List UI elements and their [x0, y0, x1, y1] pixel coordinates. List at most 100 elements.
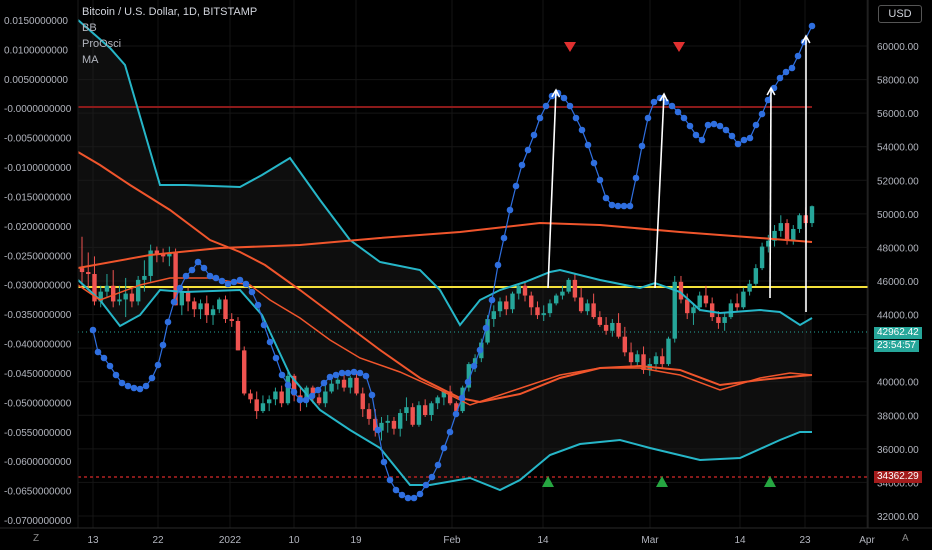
- legend-proosci[interactable]: ProOsci: [82, 38, 122, 50]
- x-axis: 13 22 2022 10 19 Feb 14 Mar 14 23 Apr: [0, 527, 932, 546]
- x-axis-tick: 2022: [219, 535, 242, 546]
- candle-body: [491, 311, 496, 320]
- candle-body: [672, 281, 677, 339]
- candle-body: [167, 252, 172, 257]
- oscillator-point: [692, 131, 700, 139]
- candle-body: [566, 279, 571, 292]
- oscillator-point: [206, 272, 214, 280]
- oscillator-point: [332, 371, 340, 379]
- oscillator-point: [794, 52, 802, 60]
- candle-body: [516, 285, 521, 294]
- candle-body: [772, 230, 777, 241]
- legend-bb[interactable]: BB: [82, 22, 97, 34]
- candle-body: [809, 206, 815, 224]
- oscillator-point: [530, 131, 538, 139]
- oscillator-point: [506, 206, 514, 214]
- oscillator-point: [416, 490, 424, 498]
- left-axis-tick: 0.0100000000: [4, 45, 68, 56]
- ma-fast-line: [77, 151, 813, 404]
- candle-body: [497, 301, 503, 312]
- oscillator-point: [596, 176, 604, 184]
- right-axis-tick: 32000.00: [877, 512, 919, 523]
- oscillator-point: [164, 318, 172, 326]
- oscillator-point: [620, 202, 628, 210]
- oscillator-point: [698, 136, 706, 144]
- candle-body: [179, 291, 185, 306]
- oscillator-point: [704, 121, 712, 129]
- candle-body: [660, 356, 665, 365]
- right-axis-tick: 50000.00: [877, 210, 919, 221]
- candle-body: [341, 379, 347, 388]
- oscillator-point: [512, 182, 520, 190]
- oscillator-point: [106, 362, 114, 370]
- oscillator-point: [200, 264, 208, 272]
- candle-body: [416, 405, 422, 425]
- oscillator-point: [464, 378, 472, 386]
- oscillator-point: [338, 369, 346, 377]
- candle-body: [398, 413, 403, 429]
- oscillator-point: [212, 274, 220, 282]
- candle-body: [391, 420, 397, 429]
- oscillator-point: [224, 280, 232, 288]
- oscillator-point: [782, 68, 790, 76]
- candle-body: [229, 319, 234, 322]
- oscillator-point: [584, 141, 592, 149]
- candle-body: [759, 246, 765, 269]
- candle-body: [591, 303, 596, 318]
- candle-body: [603, 324, 609, 331]
- candle-body: [285, 375, 291, 404]
- bollinger-lower-line: [77, 279, 812, 492]
- x-axis-tick: Apr: [859, 535, 875, 546]
- last-price-badge: 42962.42: [874, 327, 922, 339]
- right-axis-tick: 56000.00: [877, 109, 919, 120]
- candle-body: [135, 279, 141, 302]
- candle-body: [79, 268, 85, 273]
- oscillator-point: [124, 382, 132, 390]
- oscillator-series: [89, 22, 816, 502]
- left-axis-tick: 0.0050000000: [4, 75, 68, 86]
- left-axis-tick: -0.0100000000: [4, 163, 72, 174]
- oscillator-point: [590, 159, 598, 167]
- candle-body: [354, 377, 359, 394]
- oscillator-point: [194, 258, 202, 266]
- buy-signal-triangle: [542, 476, 554, 487]
- oscillator-point: [722, 126, 730, 134]
- currency-button[interactable]: USD: [878, 5, 922, 23]
- oscillator-point: [272, 354, 280, 362]
- white-arrow-head: [801, 34, 811, 44]
- x-axis-tick: Mar: [641, 535, 659, 546]
- candle-body: [98, 291, 103, 302]
- oscillator-point: [518, 161, 526, 169]
- oscillator-point: [632, 174, 640, 182]
- oscillator-point: [788, 64, 796, 72]
- candle-body: [747, 283, 752, 292]
- oscillator-point: [230, 278, 238, 286]
- oscillator-point: [614, 202, 622, 210]
- right-axis-tick: 60000.00: [877, 42, 919, 53]
- oscillator-point: [728, 132, 736, 140]
- buy-signal-triangle: [656, 476, 668, 487]
- auto-scale-button[interactable]: A: [902, 533, 909, 544]
- zoom-left-button[interactable]: Z: [33, 533, 40, 544]
- oscillator-point: [356, 369, 364, 377]
- candle-body: [722, 317, 727, 323]
- candle-body: [92, 274, 97, 302]
- oscillator-point: [578, 126, 586, 134]
- candle-body: [753, 268, 759, 284]
- candle-body: [784, 223, 790, 241]
- oscillator-point: [170, 298, 178, 306]
- candle-body: [198, 303, 203, 310]
- candle-body: [373, 418, 378, 431]
- oscillator-point: [218, 277, 226, 285]
- oscillator-point: [386, 476, 394, 484]
- oscillator-point: [100, 354, 108, 362]
- oscillator-point: [764, 96, 772, 104]
- left-axis-tick: -0.0050000000: [4, 134, 72, 145]
- oscillator-point: [668, 102, 676, 110]
- left-axis-tick: -0.0450000000: [4, 369, 72, 380]
- oscillator-point: [130, 384, 138, 392]
- sell-signal-triangle: [673, 42, 685, 52]
- legend-ma[interactable]: MA: [82, 54, 99, 66]
- candle-body: [553, 295, 559, 304]
